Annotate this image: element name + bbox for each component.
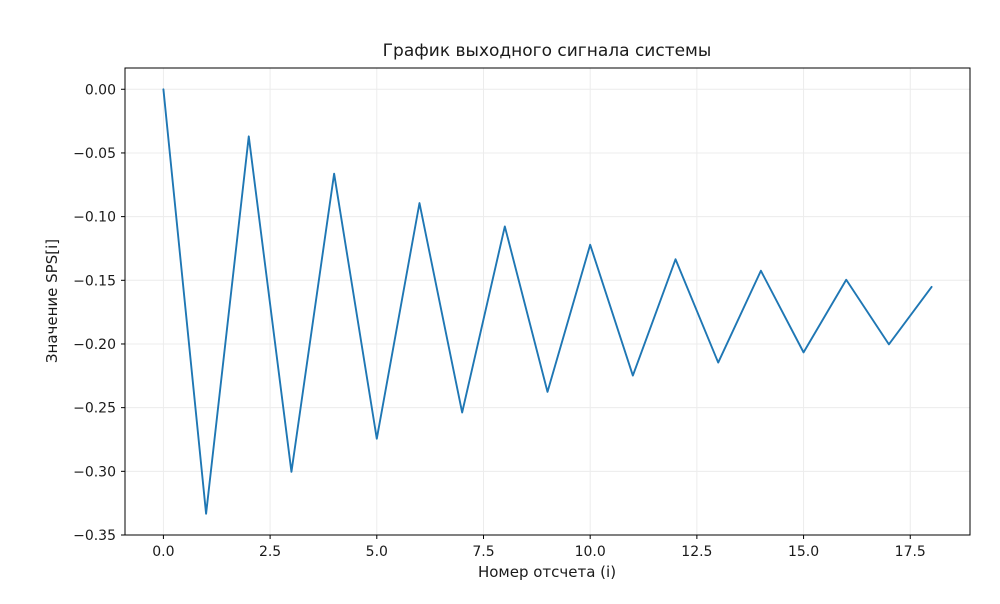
x-axis-label: Номер отсчета (i) (478, 563, 616, 581)
y-tick-label: −0.20 (73, 337, 116, 353)
chart-title: График выходного сигнала системы (383, 41, 712, 61)
plot-border (124, 67, 971, 536)
y-tick-label: −0.25 (73, 401, 116, 417)
x-tick-label: 7.5 (472, 544, 494, 560)
x-tick-label: 2.5 (259, 544, 281, 560)
y-tick-label: −0.15 (73, 273, 116, 289)
x-tick-label: 15.0 (788, 544, 819, 560)
x-tick-label: 10.0 (575, 544, 606, 560)
axis-ticks: 0.0 2.5 5.0 7.5 10.0 12.5 15.0 17.5 0.00 −0.05 −0.… (73, 82, 926, 560)
y-axis-label: Значение SPS[i] (43, 239, 61, 363)
x-tick-label: 12.5 (681, 544, 712, 560)
y-tick-label: −0.35 (73, 528, 116, 544)
y-tick-label: −0.10 (73, 210, 116, 226)
y-tick-label: −0.05 (73, 146, 116, 162)
x-tick-label: 17.5 (895, 544, 926, 560)
y-tick-label: −0.30 (73, 464, 116, 480)
signal-line (162, 88, 933, 515)
x-tick-label: 5.0 (366, 544, 388, 560)
x-tick-label: 0.0 (152, 544, 174, 560)
y-tick-label: 0.00 (85, 82, 116, 98)
grid-lines (125, 68, 970, 536)
